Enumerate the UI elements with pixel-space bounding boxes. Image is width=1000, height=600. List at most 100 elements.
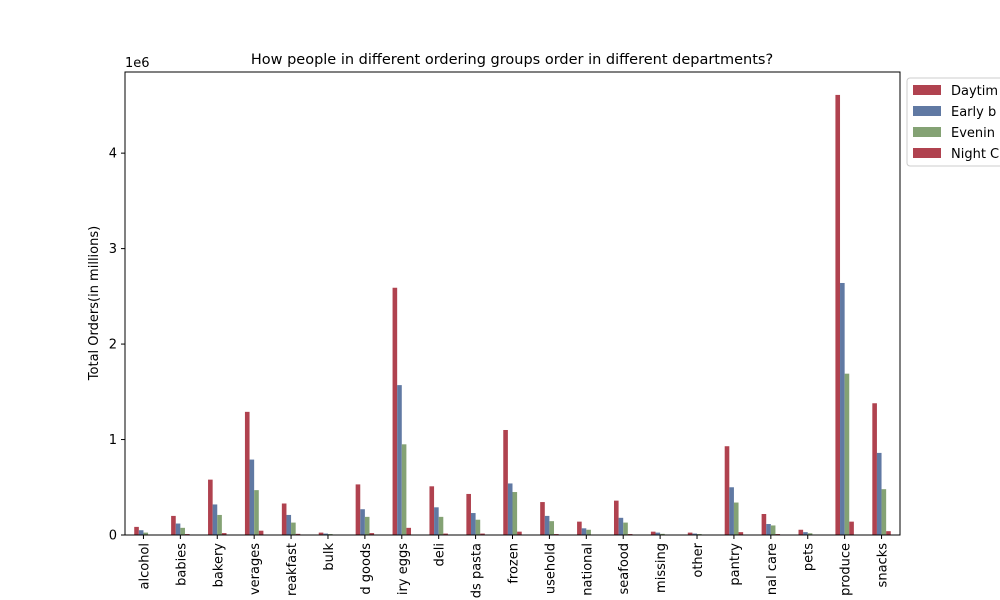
- bar: [254, 490, 259, 535]
- legend-label: Night C: [951, 147, 999, 162]
- bar: [323, 533, 328, 535]
- bar: [212, 504, 218, 535]
- legend-swatch: [913, 85, 941, 95]
- legend-label: Evenin: [951, 126, 995, 141]
- bar: [512, 492, 518, 535]
- bar: [318, 532, 324, 535]
- legend-box: [906, 77, 1000, 167]
- bar: [355, 484, 361, 535]
- bar: [180, 527, 185, 535]
- bar: [577, 521, 582, 535]
- legend-swatch: [913, 127, 941, 137]
- x-tick-label: usehold: [543, 543, 558, 594]
- bar: [134, 526, 139, 535]
- x-ticks-group: alcohol babies bakery verages reakfast bulk d …: [137, 535, 891, 598]
- bar: [738, 532, 744, 535]
- bar: [876, 452, 882, 535]
- plot-frame: [124, 71, 901, 536]
- bar: [660, 533, 665, 535]
- y-tick-label: 4: [109, 147, 117, 162]
- bar: [249, 459, 255, 535]
- bar: [364, 516, 370, 535]
- bar: [729, 487, 734, 535]
- x-tick-label: bakery: [211, 543, 226, 588]
- legend: Daytim Early b Evenin Night C: [906, 77, 1000, 167]
- bar: [618, 517, 624, 535]
- x-tick-label: missing: [654, 543, 669, 593]
- bar: [761, 514, 767, 535]
- bar: [470, 513, 476, 535]
- y-tick-label: 3: [109, 242, 117, 257]
- x-tick-label: produce: [839, 543, 854, 596]
- bar: [258, 530, 264, 535]
- bar: [429, 486, 435, 535]
- bar: [692, 533, 698, 535]
- bar: [844, 373, 850, 535]
- x-tick-label: d goods: [359, 543, 374, 595]
- x-tick-label: nal care: [765, 543, 780, 595]
- bars-group: [134, 94, 891, 535]
- x-tick-label: pantry: [728, 543, 743, 586]
- bar: [392, 287, 398, 535]
- bar: [286, 514, 292, 535]
- bar: [733, 502, 739, 535]
- bar: [766, 524, 771, 535]
- bar: [281, 503, 287, 535]
- bar: [143, 532, 149, 535]
- bar: [138, 530, 144, 535]
- x-tick-label: verages: [248, 543, 263, 595]
- bar: [171, 515, 176, 535]
- x-tick-label: bulk: [322, 543, 337, 571]
- bar: [295, 533, 301, 535]
- bar: [724, 446, 730, 535]
- legend-swatch: [913, 106, 941, 116]
- bar: [360, 509, 365, 535]
- bar: [443, 533, 448, 535]
- x-tick-label: reakfast: [285, 543, 300, 596]
- bar: [581, 528, 587, 535]
- bar: [475, 519, 481, 535]
- y-axis-label: Total Orders(in millions): [87, 226, 102, 381]
- x-tick-label: seafood: [617, 543, 632, 594]
- bar: [623, 522, 628, 535]
- bar: [544, 515, 550, 535]
- bar: [798, 529, 804, 535]
- y-ticks-group: 0 1 2 3 4: [109, 147, 125, 544]
- y-tick-label: 0: [109, 529, 117, 544]
- bar: [406, 527, 412, 535]
- bar: [872, 403, 877, 535]
- bar: [549, 521, 555, 535]
- bar: [655, 532, 661, 535]
- bar: [770, 525, 776, 535]
- bar: [687, 532, 693, 535]
- bar: [480, 533, 485, 535]
- bar: [886, 531, 891, 535]
- legend-swatch: [913, 148, 941, 158]
- bar: [503, 429, 508, 535]
- x-tick-label: frozen: [507, 543, 522, 584]
- bar: [849, 521, 854, 535]
- x-tick-label: pets: [802, 543, 817, 571]
- bar: [438, 516, 444, 535]
- bar: [369, 533, 375, 535]
- bar: [613, 500, 619, 535]
- bar: [291, 522, 296, 535]
- x-tick-label: babies: [174, 543, 189, 586]
- bar: [208, 479, 213, 535]
- legend-label: Daytim: [951, 84, 998, 99]
- bar: [835, 94, 841, 535]
- bar: [221, 533, 227, 535]
- x-tick-label: iry eggs: [396, 543, 411, 595]
- bar: [803, 532, 808, 535]
- y-tick-label: 1: [109, 433, 117, 448]
- bar: [401, 444, 407, 535]
- bar: [397, 385, 402, 535]
- chart-title: How people in different ordering groups …: [251, 52, 773, 68]
- x-tick-label: deli: [433, 543, 448, 566]
- bar: [434, 507, 439, 535]
- bar: [650, 531, 656, 535]
- bar: [540, 502, 545, 535]
- bar: [517, 531, 522, 535]
- x-tick-label: national: [580, 543, 595, 596]
